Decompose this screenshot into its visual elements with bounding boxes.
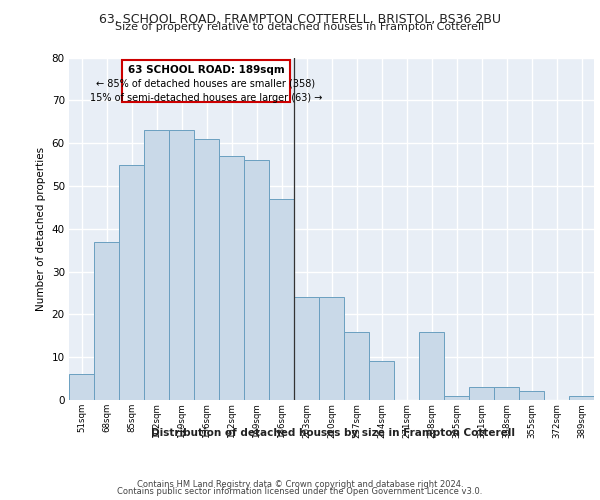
Bar	[169, 130, 194, 400]
Bar	[344, 332, 369, 400]
Text: 63 SCHOOL ROAD: 189sqm: 63 SCHOOL ROAD: 189sqm	[128, 65, 284, 75]
Text: 63, SCHOOL ROAD, FRAMPTON COTTERELL, BRISTOL, BS36 2BU: 63, SCHOOL ROAD, FRAMPTON COTTERELL, BRI…	[99, 12, 501, 26]
Bar	[194, 139, 219, 400]
Text: Size of property relative to detached houses in Frampton Cotterell: Size of property relative to detached ho…	[115, 22, 485, 32]
Bar	[444, 396, 469, 400]
Text: ← 85% of detached houses are smaller (358): ← 85% of detached houses are smaller (35…	[97, 79, 316, 89]
Bar	[269, 199, 294, 400]
Bar	[294, 297, 319, 400]
Text: 15% of semi-detached houses are larger (63) →: 15% of semi-detached houses are larger (…	[89, 93, 322, 103]
Bar	[419, 332, 444, 400]
Text: Contains public sector information licensed under the Open Government Licence v3: Contains public sector information licen…	[118, 487, 482, 496]
Bar	[469, 387, 494, 400]
Bar	[519, 392, 544, 400]
Y-axis label: Number of detached properties: Number of detached properties	[36, 146, 46, 311]
Bar	[319, 297, 344, 400]
Bar	[569, 396, 594, 400]
Bar	[369, 362, 394, 400]
Text: Contains HM Land Registry data © Crown copyright and database right 2024.: Contains HM Land Registry data © Crown c…	[137, 480, 463, 489]
Bar	[244, 160, 269, 400]
Text: Distribution of detached houses by size in Frampton Cotterell: Distribution of detached houses by size …	[151, 428, 515, 438]
Bar	[121, 60, 290, 102]
Bar	[94, 242, 119, 400]
Bar	[119, 164, 144, 400]
Bar	[494, 387, 519, 400]
Bar	[69, 374, 94, 400]
Bar	[144, 130, 169, 400]
Bar	[219, 156, 244, 400]
